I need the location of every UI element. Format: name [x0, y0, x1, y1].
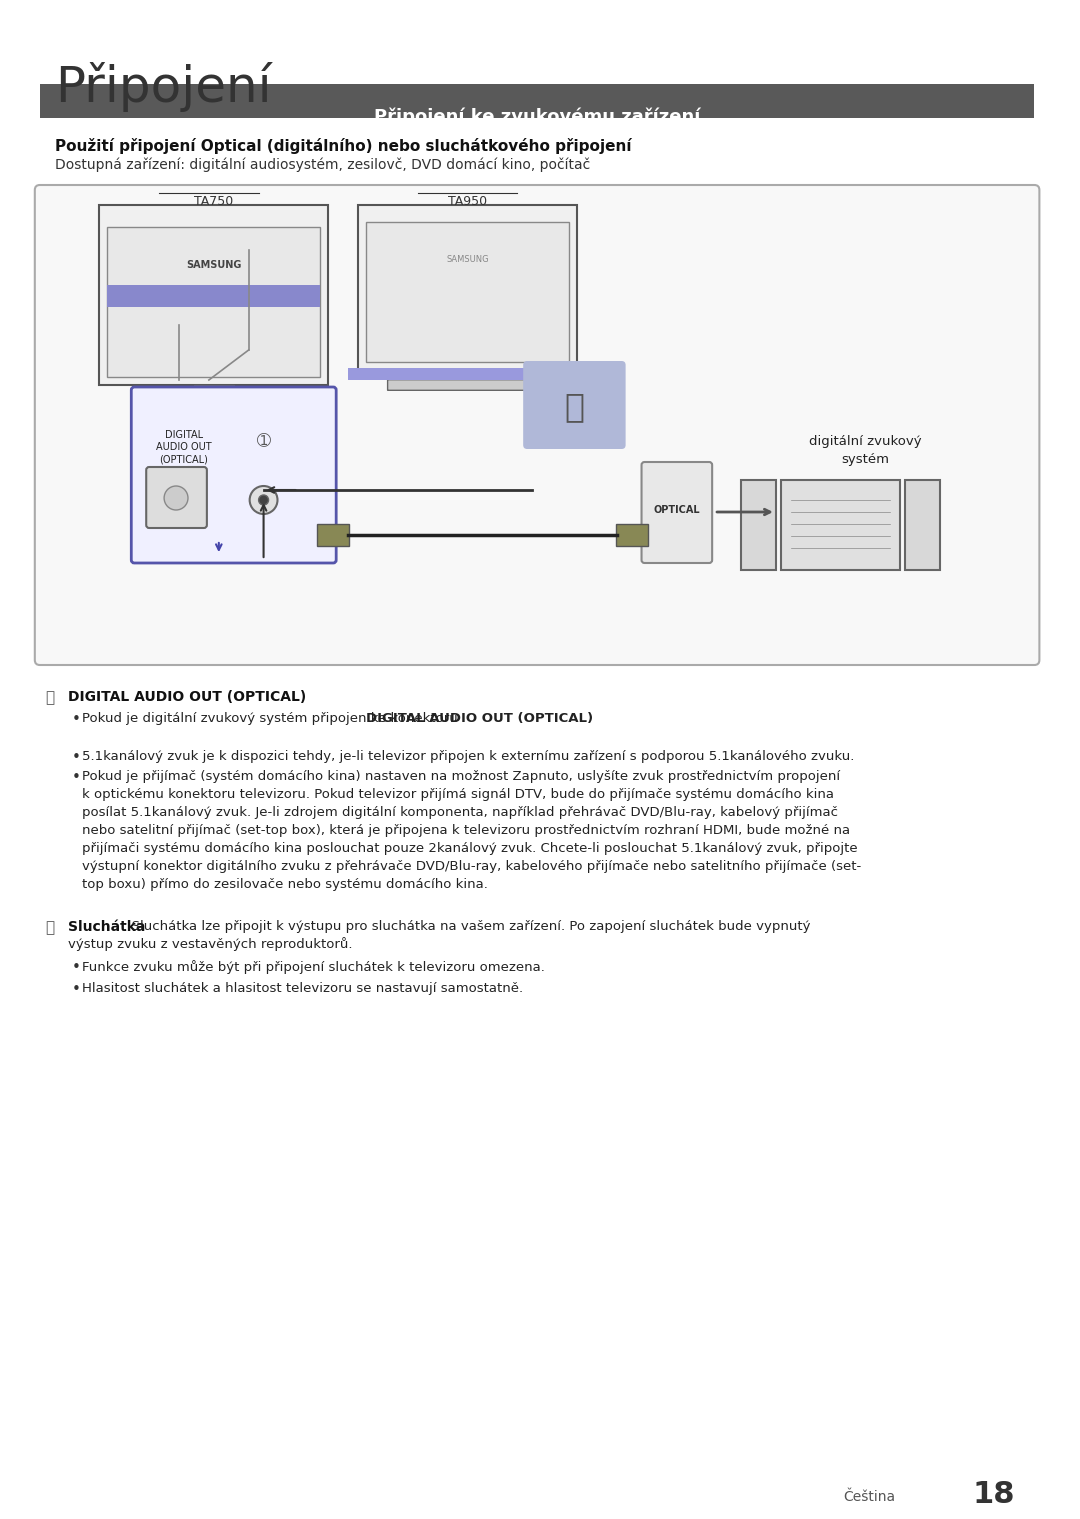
Text: 🖊: 🖊 [45, 921, 54, 936]
FancyBboxPatch shape [523, 362, 625, 450]
Text: výstup zvuku z vestavěných reproduktorů.: výstup zvuku z vestavěných reproduktorů. [68, 937, 352, 951]
Text: DIGITAL
AUDIO OUT
(OPTICAL): DIGITAL AUDIO OUT (OPTICAL) [157, 430, 212, 465]
Text: 🎧: 🎧 [564, 390, 584, 424]
Text: SAMSUNG: SAMSUNG [186, 260, 242, 270]
FancyBboxPatch shape [318, 524, 349, 545]
Text: Pokud je přijímač (systém domácího kina) nastaven na možnost Zapnuto, uslyšíte z: Pokud je přijímač (systém domácího kina)… [82, 770, 861, 892]
Text: DIGITAL AUDIO OUT (OPTICAL): DIGITAL AUDIO OUT (OPTICAL) [68, 690, 306, 703]
Text: Čeština: Čeština [843, 1490, 895, 1504]
Text: 18: 18 [972, 1480, 1014, 1508]
FancyBboxPatch shape [905, 480, 940, 570]
FancyBboxPatch shape [107, 226, 321, 377]
Text: •: • [71, 770, 81, 785]
FancyBboxPatch shape [781, 480, 900, 570]
Text: digitální zvukový
systém: digitální zvukový systém [809, 434, 921, 466]
FancyBboxPatch shape [132, 387, 336, 564]
Text: Připojení: Připojení [55, 62, 271, 112]
FancyBboxPatch shape [107, 286, 321, 307]
Text: DIGITAL AUDIO OUT (OPTICAL): DIGITAL AUDIO OUT (OPTICAL) [366, 712, 593, 725]
FancyBboxPatch shape [642, 462, 712, 564]
Text: OPTICAL: OPTICAL [653, 504, 700, 515]
Text: TA750: TA750 [194, 194, 233, 208]
Text: •: • [71, 712, 81, 728]
FancyBboxPatch shape [40, 84, 1035, 118]
FancyBboxPatch shape [741, 480, 775, 570]
FancyBboxPatch shape [99, 205, 328, 384]
Text: Připojení ke zvukovému zařízení: Připojení ke zvukovému zařízení [374, 108, 700, 126]
Circle shape [164, 486, 188, 510]
FancyBboxPatch shape [348, 368, 586, 380]
Text: ➀: ➀ [257, 431, 270, 450]
Text: Použití připojení Optical (digitálního) nebo sluchátkového připojení: Použití připojení Optical (digitálního) … [55, 138, 631, 153]
Text: 5.1kanálový zvuk je k dispozici tehdy, je-li televizor připojen k externímu zaří: 5.1kanálový zvuk je k dispozici tehdy, j… [82, 750, 854, 763]
FancyBboxPatch shape [359, 205, 577, 371]
FancyBboxPatch shape [35, 185, 1039, 665]
Text: SAMSUNG: SAMSUNG [446, 255, 489, 264]
Text: Hlasitost sluchátek a hlasitost televizoru se nastavují samostatně.: Hlasitost sluchátek a hlasitost televizo… [82, 981, 523, 995]
Text: 🖊: 🖊 [45, 690, 54, 705]
Text: •: • [71, 981, 81, 996]
Circle shape [258, 495, 269, 504]
Text: : Sluchátka lze připojit k výstupu pro sluchátka na vašem zařízení. Po zapojení : : Sluchátka lze připojit k výstupu pro s… [123, 921, 811, 933]
Circle shape [249, 486, 278, 513]
Text: Sluchátka: Sluchátka [68, 921, 145, 934]
FancyBboxPatch shape [616, 524, 648, 545]
FancyBboxPatch shape [366, 222, 569, 362]
Text: Pokud je digitální zvukový systém připojen ke konektoru: Pokud je digitální zvukový systém připoj… [82, 712, 461, 725]
Text: TA950: TA950 [448, 194, 487, 208]
Text: •: • [71, 750, 81, 766]
FancyBboxPatch shape [388, 380, 548, 390]
Bar [194, 384, 233, 410]
FancyBboxPatch shape [146, 466, 207, 529]
Text: Dostupná zařízení: digitální audiosystém, zesilovč, DVD domácí kino, počítač: Dostupná zařízení: digitální audiosystém… [55, 158, 590, 173]
Text: •: • [71, 960, 81, 975]
Text: Funkce zvuku může být při připojení sluchátek k televizoru omezena.: Funkce zvuku může být při připojení sluc… [82, 960, 544, 974]
